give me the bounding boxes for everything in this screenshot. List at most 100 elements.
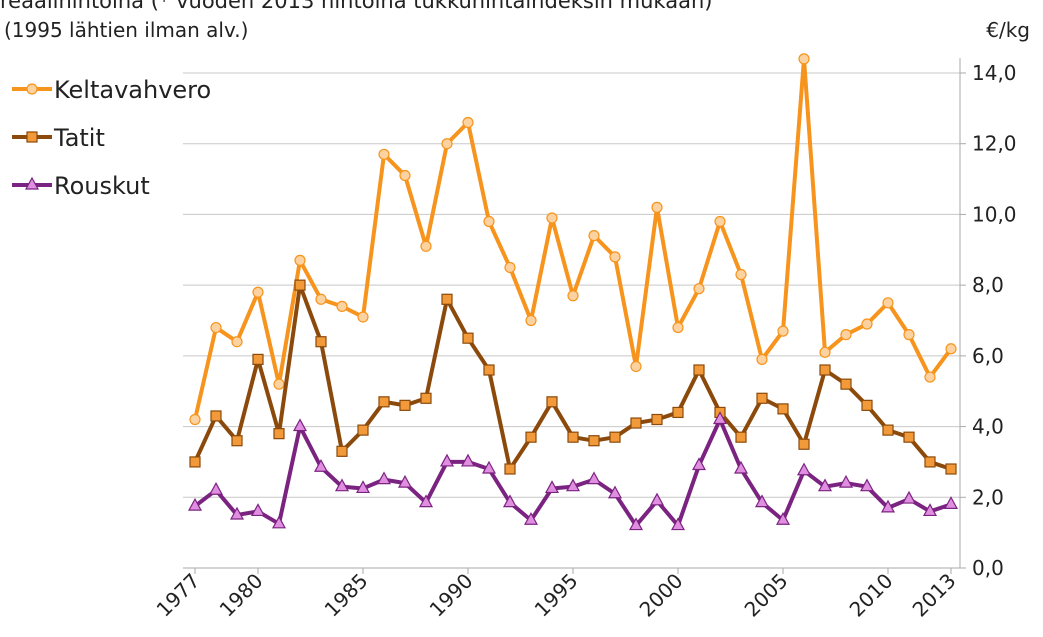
marker (231, 435, 243, 447)
marker (609, 431, 621, 443)
y-tick-label: 14,0 (972, 61, 1017, 85)
marker (882, 297, 894, 309)
marker (819, 364, 831, 376)
x-tick-label: 1985 (320, 569, 373, 622)
marker (189, 456, 201, 468)
marker (840, 329, 852, 341)
legend-marker (24, 176, 40, 190)
marker (901, 490, 917, 504)
marker (250, 503, 266, 517)
x-tick-label: 2010 (845, 569, 898, 622)
marker (187, 497, 203, 511)
marker (796, 462, 812, 476)
marker (378, 396, 390, 408)
x-tick-label: 1995 (530, 569, 583, 622)
legend-marker (26, 83, 38, 95)
series-line (193, 56, 953, 420)
marker (313, 458, 329, 472)
marker (838, 474, 854, 488)
marker (945, 463, 957, 475)
marker (357, 311, 369, 323)
marker (798, 438, 810, 450)
marker (861, 318, 873, 330)
marker (840, 378, 852, 390)
marker (754, 494, 770, 508)
marker (502, 494, 518, 508)
marker (798, 53, 810, 65)
x-tick-label: 2013 (908, 569, 961, 622)
marker (567, 290, 579, 302)
x-tick-label: 2000 (635, 569, 688, 622)
marker (672, 406, 684, 419)
marker (712, 411, 728, 425)
marker (271, 515, 287, 529)
marker (315, 293, 327, 305)
marker (441, 138, 453, 150)
marker (355, 480, 371, 494)
marker (882, 424, 894, 436)
marker (733, 460, 749, 474)
marker (756, 392, 768, 404)
marker (523, 512, 539, 525)
marker (670, 517, 686, 531)
legend-label: Tatit (53, 124, 105, 152)
y-tick-label: 6,0 (972, 344, 1004, 368)
marker (777, 325, 789, 337)
marker (546, 212, 558, 224)
marker (483, 215, 495, 228)
marker (189, 413, 201, 426)
x-tick-label: 1977 (152, 569, 205, 622)
marker (376, 471, 392, 485)
marker (525, 314, 537, 327)
x-tick-label: 1980 (215, 569, 268, 622)
marker (691, 457, 707, 471)
marker (483, 364, 495, 376)
marker (420, 392, 432, 404)
legend-marker (26, 131, 38, 143)
marker (903, 329, 915, 341)
marker (441, 293, 453, 305)
marker (630, 417, 642, 429)
marker (567, 431, 579, 443)
marker (334, 478, 350, 492)
x-tick-label: 2005 (740, 569, 793, 622)
y-tick-label: 4,0 (972, 415, 1004, 439)
marker (399, 169, 411, 182)
marker (208, 481, 224, 495)
marker (315, 336, 327, 348)
marker (252, 353, 264, 365)
marker (546, 396, 558, 408)
marker (292, 418, 308, 432)
marker (735, 268, 747, 281)
chart-subtitle: (1995 lähtien ilman alv.) (4, 18, 248, 42)
marker (462, 332, 474, 344)
marker (462, 116, 474, 129)
y-tick-label: 10,0 (972, 202, 1017, 226)
y-tick-label: 2,0 (972, 485, 1004, 509)
marker (880, 499, 896, 513)
marker (735, 431, 747, 443)
marker (651, 413, 663, 426)
marker (693, 364, 705, 376)
marker (693, 283, 705, 295)
marker (504, 463, 516, 475)
marker (588, 230, 600, 242)
marker (336, 445, 348, 457)
marker (544, 480, 560, 494)
marker (273, 428, 285, 440)
marker (628, 517, 644, 531)
marker (418, 494, 434, 508)
marker (943, 496, 959, 509)
marker (397, 474, 413, 488)
marker (586, 471, 602, 485)
y-tick-label: 0,0 (972, 556, 1004, 580)
x-tick-label: 1990 (425, 569, 478, 622)
marker (252, 286, 264, 298)
marker (714, 215, 726, 228)
marker (565, 478, 581, 492)
marker (756, 353, 768, 365)
marker (924, 456, 936, 468)
marker (588, 435, 600, 447)
marker (817, 478, 833, 492)
